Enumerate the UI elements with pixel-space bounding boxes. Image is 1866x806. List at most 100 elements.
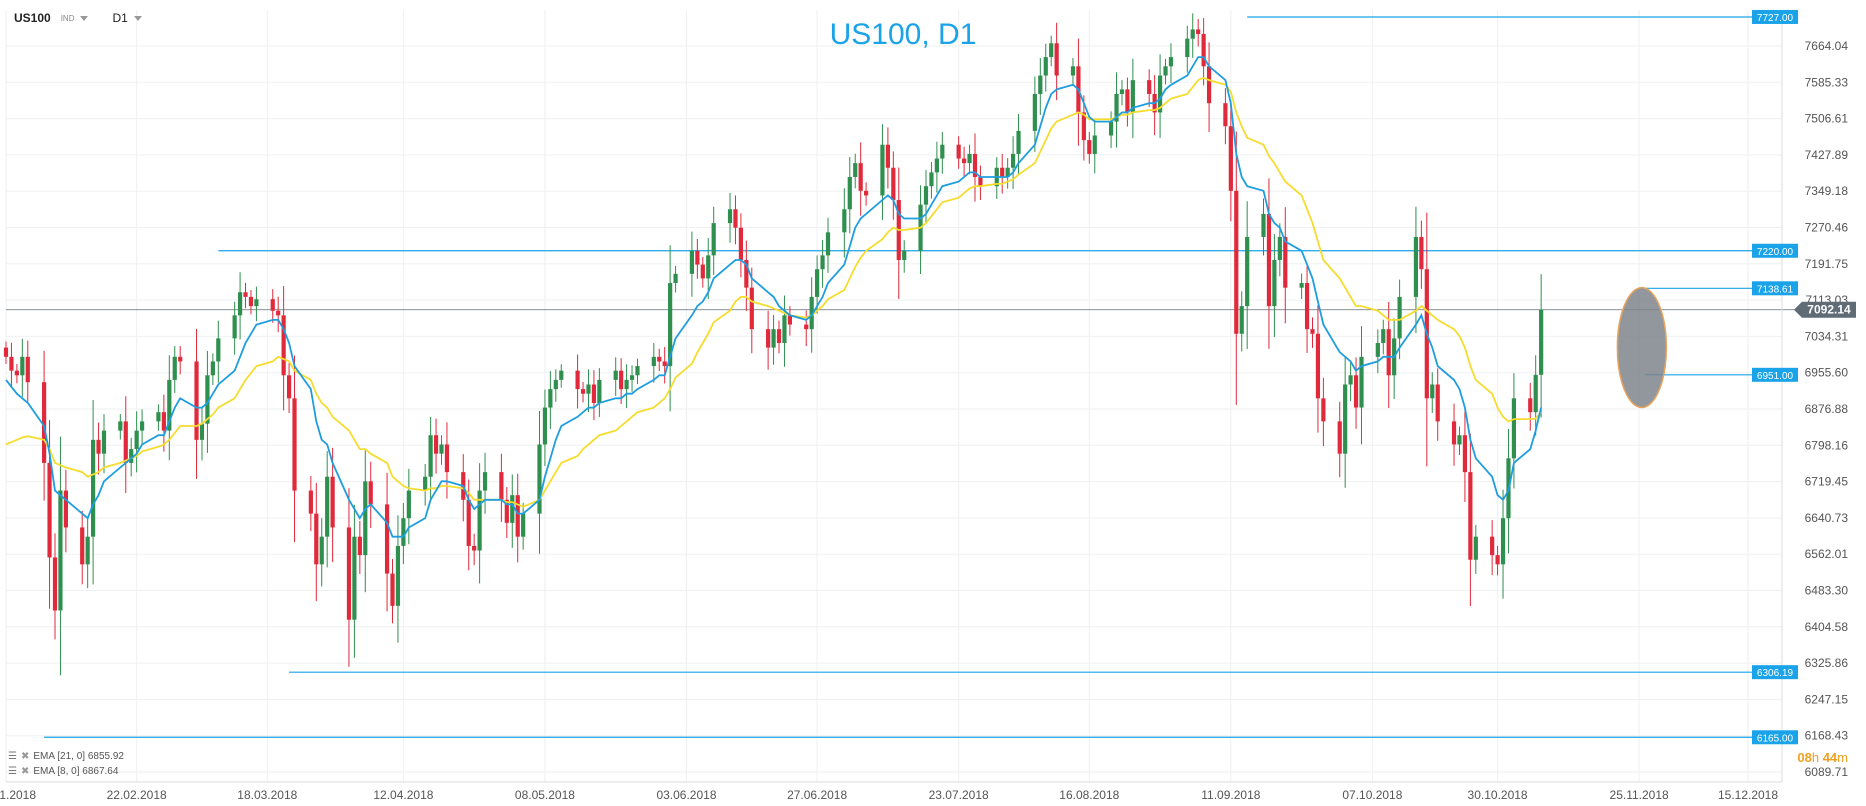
- candle-body: [314, 513, 319, 565]
- level-label-box: [1752, 9, 1798, 24]
- candle-body: [613, 370, 618, 380]
- y-tick-label: 7270.46: [1805, 220, 1849, 234]
- candle-body: [91, 439, 96, 537]
- candle-body: [433, 435, 439, 454]
- candle-body: [9, 356, 14, 371]
- legend-ema-8[interactable]: ☰ ✖ EMA [8, 0] 6867.64: [8, 766, 118, 777]
- candle-body: [167, 379, 172, 431]
- candle-body: [1266, 213, 1272, 307]
- candle-body: [477, 490, 482, 551]
- candle-body: [1315, 333, 1321, 399]
- y-tick-label: 6798.16: [1805, 438, 1849, 452]
- candle-body: [1413, 236, 1419, 297]
- highlight-ellipse-layer: [1616, 286, 1668, 409]
- level-label: 6165.00: [1757, 733, 1794, 744]
- candle-body: [80, 527, 85, 565]
- candle-body: [902, 250, 907, 260]
- ema-21-line: [5, 76, 1542, 508]
- candle-body: [929, 172, 934, 187]
- y-tick-label: 7585.33: [1805, 75, 1849, 89]
- candle-body: [1348, 375, 1353, 385]
- candle-body: [744, 259, 749, 288]
- close-icon[interactable]: ✖: [20, 766, 30, 777]
- close-icon[interactable]: ✖: [20, 751, 30, 762]
- candle-body: [804, 324, 809, 330]
- candle-body: [101, 430, 107, 454]
- candle-body: [885, 144, 890, 168]
- candle-body: [548, 389, 553, 408]
- current-price-label: 7092.14: [1807, 303, 1851, 317]
- legend-ema-21[interactable]: ☰ ✖ EMA [21, 0] 6855.92: [8, 751, 124, 762]
- list-icon[interactable]: ☰: [8, 766, 17, 777]
- symbol-selector[interactable]: US100: [14, 11, 51, 25]
- candle-body: [357, 536, 362, 556]
- candle-body: [1190, 29, 1195, 39]
- candle-body: [1451, 421, 1457, 445]
- candle-body: [923, 186, 929, 205]
- timer-hours: 08: [1797, 750, 1812, 765]
- candle-body: [1304, 283, 1310, 330]
- level-label-box: [1752, 730, 1798, 745]
- chevron-down-icon[interactable]: [133, 15, 142, 21]
- candle-body: [738, 227, 744, 260]
- candle-body: [891, 167, 896, 201]
- candle-body: [1337, 421, 1342, 454]
- timer-minutes: 44: [1822, 750, 1838, 765]
- candle-body: [1533, 374, 1538, 413]
- level-label-box: [1752, 665, 1798, 680]
- candle-body: [401, 518, 406, 546]
- candle-body: [129, 449, 134, 463]
- candle-body: [63, 490, 68, 528]
- candle-body: [330, 476, 335, 528]
- candle-body: [363, 481, 368, 556]
- list-icon[interactable]: ☰: [8, 751, 17, 762]
- candle-body: [510, 495, 515, 523]
- candle-body: [472, 545, 477, 551]
- candle-body: [1435, 384, 1440, 422]
- x-tick-label: 25.11.2018: [1610, 788, 1669, 802]
- candlestick-series: [3, 13, 1544, 676]
- candle-body: [1223, 103, 1228, 127]
- candle-body: [199, 423, 205, 440]
- candle-body: [395, 545, 401, 606]
- level-label: 6951.00: [1757, 371, 1794, 382]
- candle-body: [319, 536, 324, 565]
- candle-body: [553, 379, 558, 390]
- candle-body: [499, 472, 504, 500]
- chevron-down-icon[interactable]: [80, 15, 89, 21]
- candle-body: [1283, 236, 1288, 288]
- candle-body: [962, 158, 967, 164]
- candle-body: [52, 557, 58, 611]
- candle-body: [782, 315, 787, 343]
- candle-body: [1462, 435, 1468, 473]
- candle-body: [624, 379, 629, 390]
- candle-body: [1206, 66, 1212, 104]
- candle-body: [1272, 259, 1277, 307]
- candle-body: [232, 315, 237, 339]
- level-label: 7220.00: [1757, 247, 1794, 258]
- timeframe-selector[interactable]: D1: [112, 11, 128, 25]
- candle-body: [156, 412, 161, 422]
- candle-body: [1511, 398, 1517, 459]
- candle-body: [1010, 153, 1016, 168]
- y-tick-label: 6404.58: [1805, 620, 1849, 634]
- candle-body: [346, 527, 352, 620]
- y-tick-label: 6325.86: [1805, 656, 1849, 670]
- x-tick-label: 29.01.2018: [0, 788, 36, 802]
- candle-body: [281, 315, 286, 376]
- x-tick-label: 23.07.2018: [929, 788, 989, 802]
- candle-body: [292, 398, 297, 491]
- candle-body: [515, 495, 520, 537]
- candle-body: [1539, 309, 1544, 375]
- candle-body: [619, 370, 624, 390]
- candle-body: [629, 375, 635, 380]
- chart-grid: [5, 10, 1782, 782]
- candle-body: [243, 292, 248, 297]
- candle-body: [1185, 38, 1190, 58]
- candle-body: [85, 536, 90, 565]
- candle-body: [178, 356, 183, 362]
- candle-body: [58, 490, 63, 611]
- candle-body: [1528, 398, 1533, 413]
- candle-body: [1261, 213, 1266, 237]
